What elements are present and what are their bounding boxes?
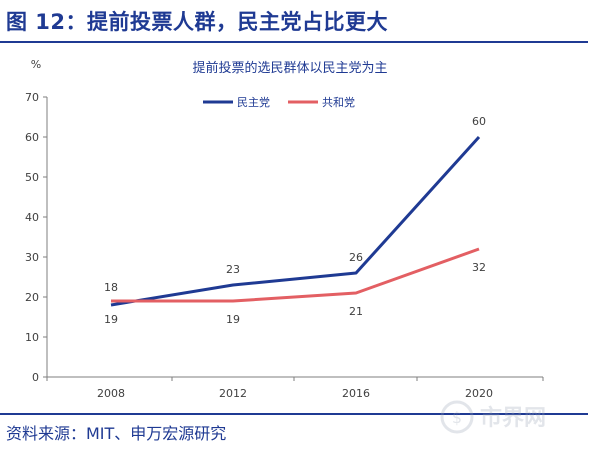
legend-label: 共和党: [322, 96, 355, 109]
chart-title: 提前投票的选民群体以民主党为主: [192, 60, 387, 76]
data-label-republican: 21: [349, 305, 363, 318]
data-label-democrat: 23: [226, 263, 240, 276]
y-tick-label: 40: [25, 211, 39, 224]
svg-text:市界网: 市界网: [480, 405, 546, 431]
series-line-democrat: [110, 135, 481, 307]
x-tick-label: 2008: [97, 387, 125, 400]
data-label-republican: 19: [226, 313, 240, 326]
data-label-democrat: 18: [104, 281, 118, 294]
y-tick-label: 0: [32, 371, 39, 384]
line-chart: 提前投票的选民群体以民主党为主 % 0 10 20 30 40 50 60 70 2008 201…: [25, 58, 544, 400]
data-label-democrat: 60: [472, 115, 486, 128]
y-tick-label: 20: [25, 291, 39, 304]
y-tick-label: 60: [25, 131, 39, 144]
series-layer: [110, 135, 481, 307]
data-label-republican: 32: [472, 261, 486, 274]
legend: 民主党 共和党: [203, 96, 355, 109]
x-tick-label: 2012: [219, 387, 247, 400]
data-label-republican: 19: [104, 313, 118, 326]
y-tick-label: 70: [25, 91, 39, 104]
figure-title: 图 12：提前投票人群，民主党占比更大: [6, 10, 389, 34]
source-note: 资料来源：MIT、申万宏源研究: [6, 424, 227, 443]
axes: 0 10 20 30 40 50 60 70 2008 2012 2016 2020: [25, 91, 544, 400]
svg-text:$: $: [452, 408, 462, 427]
y-tick-label: 10: [25, 331, 39, 344]
bottom-divider: [0, 413, 588, 415]
series-line-republican: [111, 247, 480, 303]
legend-label: 民主党: [237, 96, 270, 109]
title-divider: [0, 41, 588, 43]
data-label-democrat: 26: [349, 251, 363, 264]
data-labels: 18 19 23 19 26 21 60 32: [104, 115, 486, 326]
y-axis-unit: %: [31, 58, 41, 71]
y-tick-label: 30: [25, 251, 39, 264]
x-tick-label: 2016: [342, 387, 370, 400]
x-tick-label: 2020: [465, 387, 493, 400]
watermark-logo: $ 市界网: [440, 400, 546, 434]
y-tick-label: 50: [25, 171, 39, 184]
